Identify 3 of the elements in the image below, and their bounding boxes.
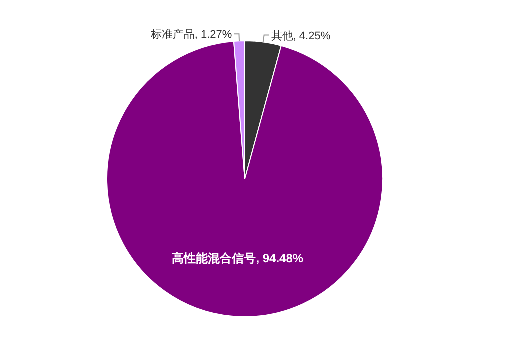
slice-label: 高性能混合信号, 94.48% xyxy=(172,252,304,266)
slice-label: 标准产品, 1.27% xyxy=(150,28,232,42)
slice-label: 其他, 4.25% xyxy=(271,29,331,42)
